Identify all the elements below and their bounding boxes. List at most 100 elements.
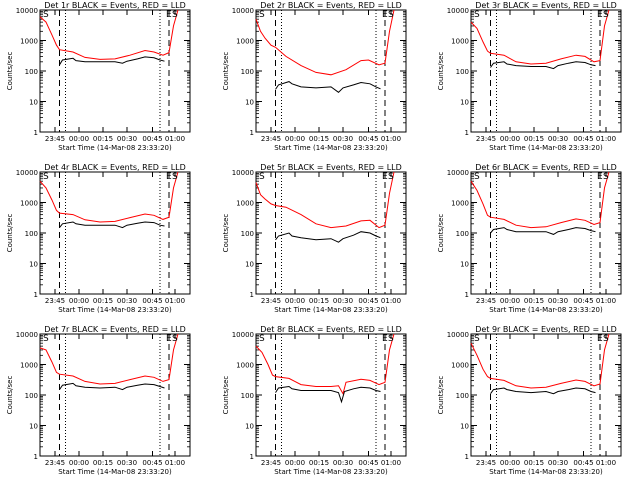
event-annotation: S xyxy=(388,172,394,182)
x-tick-label: 00:00 xyxy=(69,297,89,305)
x-axis-label: Start Time (14-Mar-08 23:33:20) xyxy=(274,468,388,476)
x-tick-label: 01:00 xyxy=(596,297,616,305)
x-tick-label: 00:15 xyxy=(93,297,113,305)
x-tick-label: 23:45 xyxy=(476,459,496,467)
x-tick-label: 00:00 xyxy=(285,459,305,467)
event-annotation: S xyxy=(474,334,480,344)
event-annotation: S xyxy=(474,172,480,182)
series-line xyxy=(39,171,179,223)
series-line xyxy=(255,333,395,396)
chart-panel: Det 6r BLACK = Events, RED = LLD 1 10 100 10… xyxy=(437,163,622,314)
y-tick-label: 100 xyxy=(241,68,254,76)
y-tick-label: 100 xyxy=(456,230,469,238)
y-axis-label: Counts/sec xyxy=(437,214,445,253)
event-annotation: S xyxy=(172,172,178,182)
event-annotation: E xyxy=(382,334,388,344)
y-tick-label: 10 xyxy=(245,261,254,269)
plot-frame xyxy=(470,9,622,133)
y-axis-label: Counts/sec xyxy=(6,52,14,91)
x-axis-label: Start Time (14-Mar-08 23:33:20) xyxy=(58,306,172,314)
x-tick-label: 00:15 xyxy=(93,459,113,467)
event-annotation: S xyxy=(603,10,609,20)
y-tick-label: 10 xyxy=(29,99,38,107)
x-tick-label: 23:45 xyxy=(45,297,65,305)
y-tick-label: 1 xyxy=(34,291,38,299)
x-tick-label: 00:30 xyxy=(333,297,353,305)
series-line xyxy=(275,231,381,243)
x-tick-label: 00:15 xyxy=(309,135,329,143)
x-tick-label: 00:45 xyxy=(358,459,378,467)
y-tick-label: 1 xyxy=(250,453,254,461)
chart-title: Det 1r BLACK = Events, RED = LLD xyxy=(44,1,186,10)
event-annotation: S xyxy=(172,334,178,344)
event-annotation: S xyxy=(259,334,265,344)
x-tick-label: 23:45 xyxy=(45,459,65,467)
series-line xyxy=(39,333,179,385)
y-tick-label: 1000 xyxy=(451,362,469,370)
series-line xyxy=(275,385,381,404)
x-tick-label: 00:15 xyxy=(524,459,544,467)
y-tick-label: 1 xyxy=(465,453,469,461)
plot-frame xyxy=(39,333,191,457)
x-tick-label: 00:45 xyxy=(573,297,593,305)
y-tick-label: 1 xyxy=(34,129,38,137)
x-tick-label: 01:00 xyxy=(596,459,616,467)
x-axis-label: Start Time (14-Mar-08 23:33:20) xyxy=(274,144,388,152)
y-axis-label: Counts/sec xyxy=(222,376,230,415)
x-tick-label: 00:30 xyxy=(117,297,137,305)
event-annotation: S xyxy=(172,10,178,20)
x-tick-label: 01:00 xyxy=(165,297,185,305)
series-line xyxy=(59,221,165,229)
y-tick-label: 10000 xyxy=(232,169,254,177)
plot-frame xyxy=(39,9,191,133)
plot-frame xyxy=(255,171,407,295)
event-annotation: E xyxy=(166,172,172,182)
y-tick-label: 1000 xyxy=(451,200,469,208)
x-tick-label: 23:45 xyxy=(261,297,281,305)
x-tick-label: 00:00 xyxy=(285,135,305,143)
x-axis-label: Start Time (14-Mar-08 23:33:20) xyxy=(489,144,603,152)
series-line xyxy=(59,382,165,391)
series-line xyxy=(470,171,610,229)
x-tick-label: 00:30 xyxy=(117,459,137,467)
event-annotation: E xyxy=(597,334,603,344)
y-tick-label: 10000 xyxy=(16,7,38,15)
x-tick-label: 01:00 xyxy=(165,459,185,467)
chart-panel: Det 8r BLACK = Events, RED = LLD 1 10 100 10… xyxy=(222,325,407,476)
chart-title: Det 2r BLACK = Events, RED = LLD xyxy=(260,1,402,10)
chart-panel: Det 2r BLACK = Events, RED = LLD 1 10 100 10… xyxy=(222,1,407,152)
y-tick-label: 10 xyxy=(29,261,38,269)
chart-panel: Det 4r BLACK = Events, RED = LLD 1 10 100 10… xyxy=(6,163,191,314)
x-tick-label: 00:45 xyxy=(142,297,162,305)
y-tick-label: 10000 xyxy=(232,7,254,15)
y-axis-label: Counts/sec xyxy=(437,52,445,91)
y-axis-label: Counts/sec xyxy=(6,376,14,415)
series-line xyxy=(470,9,610,65)
chart-panel: Det 1r BLACK = Events, RED = LLD 1 10 100 10… xyxy=(6,1,191,152)
series-line xyxy=(470,333,610,389)
x-axis-label: Start Time (14-Mar-08 23:33:20) xyxy=(489,468,603,476)
y-tick-label: 1000 xyxy=(20,362,38,370)
event-annotation: S xyxy=(259,172,265,182)
x-tick-label: 00:45 xyxy=(142,135,162,143)
x-tick-label: 00:15 xyxy=(524,297,544,305)
event-annotation: S xyxy=(43,10,49,20)
event-annotation: S xyxy=(43,172,49,182)
series-line xyxy=(490,61,596,70)
y-tick-label: 1000 xyxy=(236,362,254,370)
x-tick-label: 00:30 xyxy=(117,135,137,143)
plot-frame xyxy=(255,9,407,133)
event-annotation: E xyxy=(597,10,603,20)
y-axis-label: Counts/sec xyxy=(222,52,230,91)
chart-title: Det 4r BLACK = Events, RED = LLD xyxy=(44,163,186,172)
event-annotation: S xyxy=(603,334,609,344)
y-tick-label: 10000 xyxy=(447,331,469,339)
y-tick-label: 10 xyxy=(245,423,254,431)
x-tick-label: 01:00 xyxy=(381,135,401,143)
plot-frame xyxy=(255,333,407,457)
y-tick-label: 100 xyxy=(241,392,254,400)
x-tick-label: 00:00 xyxy=(500,135,520,143)
y-axis-label: Counts/sec xyxy=(6,214,14,253)
y-tick-label: 100 xyxy=(25,68,38,76)
y-tick-label: 10000 xyxy=(16,169,38,177)
